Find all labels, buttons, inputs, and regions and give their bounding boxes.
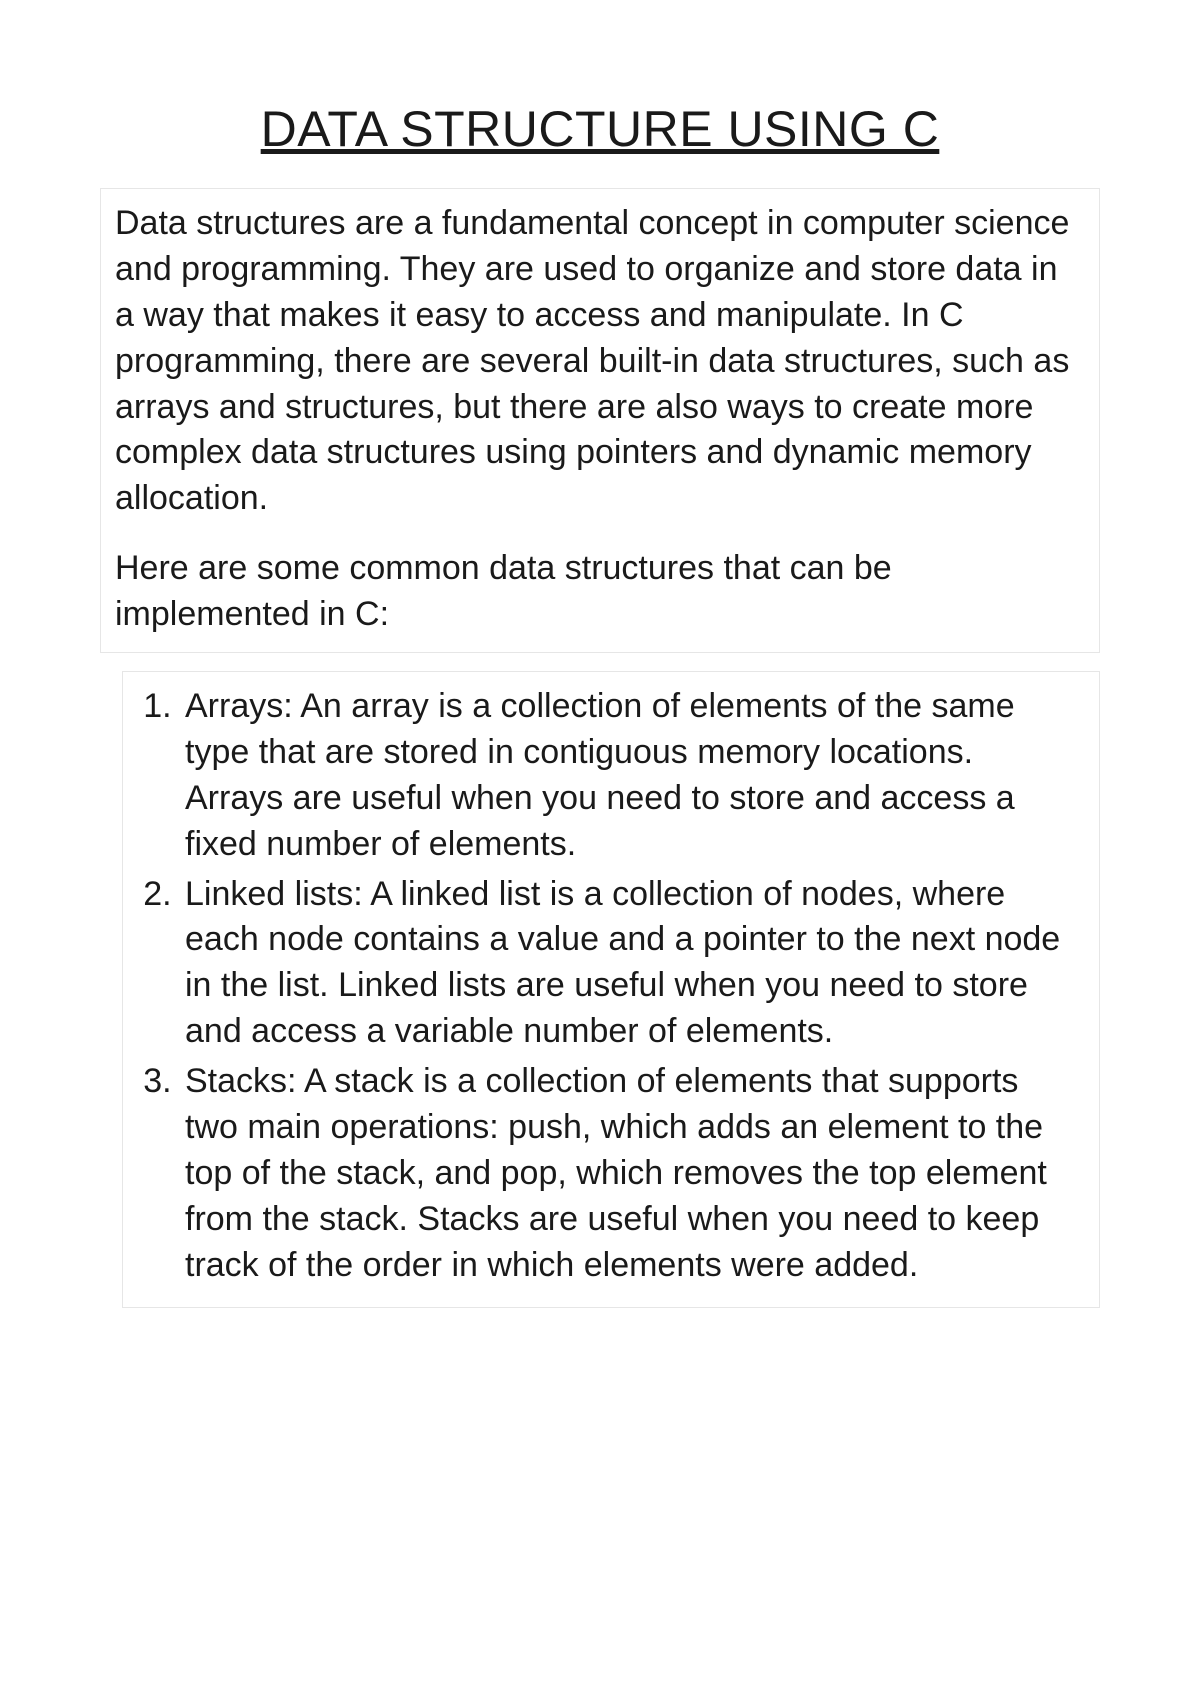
data-structures-list: Arrays: An array is a collection of elem… <box>135 684 1077 1289</box>
intro-paragraph-1: Data structures are a fundamental concep… <box>115 201 1085 522</box>
list-item: Stacks: A stack is a collection of eleme… <box>181 1059 1077 1288</box>
intro-section: Data structures are a fundamental concep… <box>100 188 1100 653</box>
intro-paragraph-2: Here are some common data structures tha… <box>115 546 1085 638</box>
page-title: DATA STRUCTURE USING C <box>100 100 1100 158</box>
list-section: Arrays: An array is a collection of elem… <box>122 671 1100 1308</box>
document-page: DATA STRUCTURE USING C Data structures a… <box>0 0 1200 1697</box>
list-item: Arrays: An array is a collection of elem… <box>181 684 1077 868</box>
list-item: Linked lists: A linked list is a collect… <box>181 872 1077 1056</box>
